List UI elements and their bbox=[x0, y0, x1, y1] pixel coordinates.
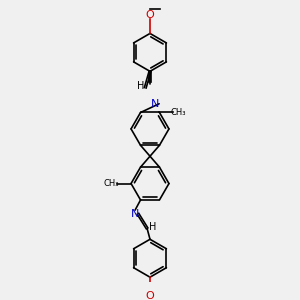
Text: CH₃: CH₃ bbox=[171, 108, 186, 117]
Text: O: O bbox=[146, 10, 154, 20]
Text: N: N bbox=[151, 99, 160, 109]
Text: O: O bbox=[146, 291, 154, 300]
Text: H: H bbox=[149, 221, 156, 232]
Text: H: H bbox=[137, 81, 144, 91]
Text: N: N bbox=[131, 209, 139, 219]
Text: CH₃: CH₃ bbox=[103, 179, 119, 188]
